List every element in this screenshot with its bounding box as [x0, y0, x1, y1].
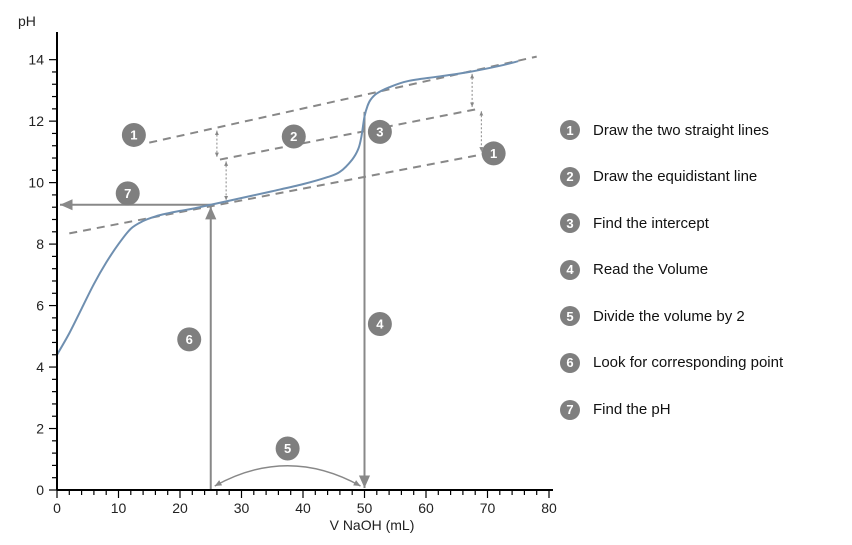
legend-step-label: Find the intercept — [593, 214, 709, 232]
step-badge-number: 3 — [376, 124, 383, 139]
step-badge-circle — [281, 124, 306, 149]
y-axis-title: pH — [18, 13, 36, 29]
legend-step-label: Find the pH — [593, 401, 671, 419]
titration-curve — [56, 60, 519, 356]
step-badge-2: 2 — [281, 124, 306, 149]
step-badge-5: 5 — [275, 436, 300, 461]
y-tick-label: 10 — [28, 175, 44, 191]
y-tick-label: 12 — [28, 113, 44, 129]
step-badge-circle — [115, 181, 140, 206]
step-badge-circle — [121, 122, 146, 147]
step-badge-number: 4 — [376, 317, 384, 332]
step-badge-number: 6 — [186, 332, 193, 347]
x-tick-label: 70 — [480, 500, 496, 516]
legend-step-label: Draw the equidistant line — [593, 168, 758, 186]
step-badge-circle — [367, 119, 392, 144]
legend-step-number: 1 — [560, 120, 580, 140]
legend-item-step-3: 3 Find the intercept — [560, 211, 850, 235]
y-tick-label: 6 — [36, 298, 44, 314]
y-tick-label: 8 — [36, 236, 44, 252]
construction-line-lower — [69, 152, 488, 235]
x-tick-label: 30 — [234, 500, 250, 516]
legend-step-label: Draw the two straight lines — [593, 121, 769, 139]
legend-step-number: 2 — [560, 166, 580, 187]
construction-line-middle — [219, 107, 479, 161]
step-badge-6: 6 — [177, 327, 202, 352]
step-badge-number: 1 — [490, 146, 497, 161]
legend-item-step-2: 2 Draw the equidistant line — [560, 165, 850, 189]
step-badge-circle — [275, 436, 300, 461]
construction-line-upper — [149, 55, 537, 144]
step-badge-number: 5 — [284, 441, 291, 456]
step-badge-circle — [367, 312, 392, 337]
legend-step-label: Read the Volume — [593, 261, 709, 279]
x-tick-label: 80 — [541, 500, 557, 516]
y-tick-label: 2 — [36, 421, 44, 437]
x-tick-label: 50 — [357, 500, 373, 516]
steps-legend: 1 Draw the two straight lines 2 Draw the eq… — [560, 118, 850, 444]
step-badge-number: 2 — [290, 129, 297, 144]
step-badge-1: 1 — [121, 122, 146, 147]
x-tick-label: 0 — [53, 500, 61, 516]
legend-step-number: 3 — [560, 213, 580, 234]
x-tick-label: 60 — [418, 500, 434, 516]
legend-item-step-4: 4 Read the Volume — [560, 258, 850, 282]
x-axis-title: V NaOH (mL) — [330, 517, 415, 533]
step-badge-7: 7 — [115, 181, 140, 206]
x-tick-label: 20 — [172, 500, 188, 516]
legend-step-number: 5 — [560, 306, 580, 327]
legend-item-step-7: 7 Find the pH — [560, 398, 850, 422]
legend-item-step-6: 6 Look for corresponding point — [560, 351, 850, 375]
step-badge-1: 1 — [481, 141, 506, 166]
divide-volume-arc — [214, 465, 361, 487]
legend-step-label: Look for corresponding point — [593, 354, 784, 372]
step-badge-4: 4 — [367, 312, 392, 337]
step-badge-number: 7 — [124, 186, 131, 201]
y-tick-label: 0 — [36, 482, 44, 498]
legend-step-number: 4 — [560, 259, 580, 280]
step-badge-circle — [481, 141, 506, 166]
y-tick-label: 14 — [28, 52, 44, 68]
legend-step-number: 6 — [560, 352, 580, 373]
legend-item-step-5: 5 Divide the volume by 2 — [560, 304, 850, 328]
x-tick-label: 40 — [295, 500, 311, 516]
step-badge-3: 3 — [367, 119, 392, 144]
x-tick-label: 10 — [111, 500, 127, 516]
y-tick-label: 4 — [36, 359, 44, 375]
legend-step-number: 7 — [560, 399, 580, 420]
step-badge-number: 1 — [130, 127, 137, 142]
legend-step-label: Divide the volume by 2 — [593, 307, 745, 325]
legend-item-step-1: 1 Draw the two straight lines — [560, 118, 850, 142]
step-badge-circle — [177, 327, 202, 352]
